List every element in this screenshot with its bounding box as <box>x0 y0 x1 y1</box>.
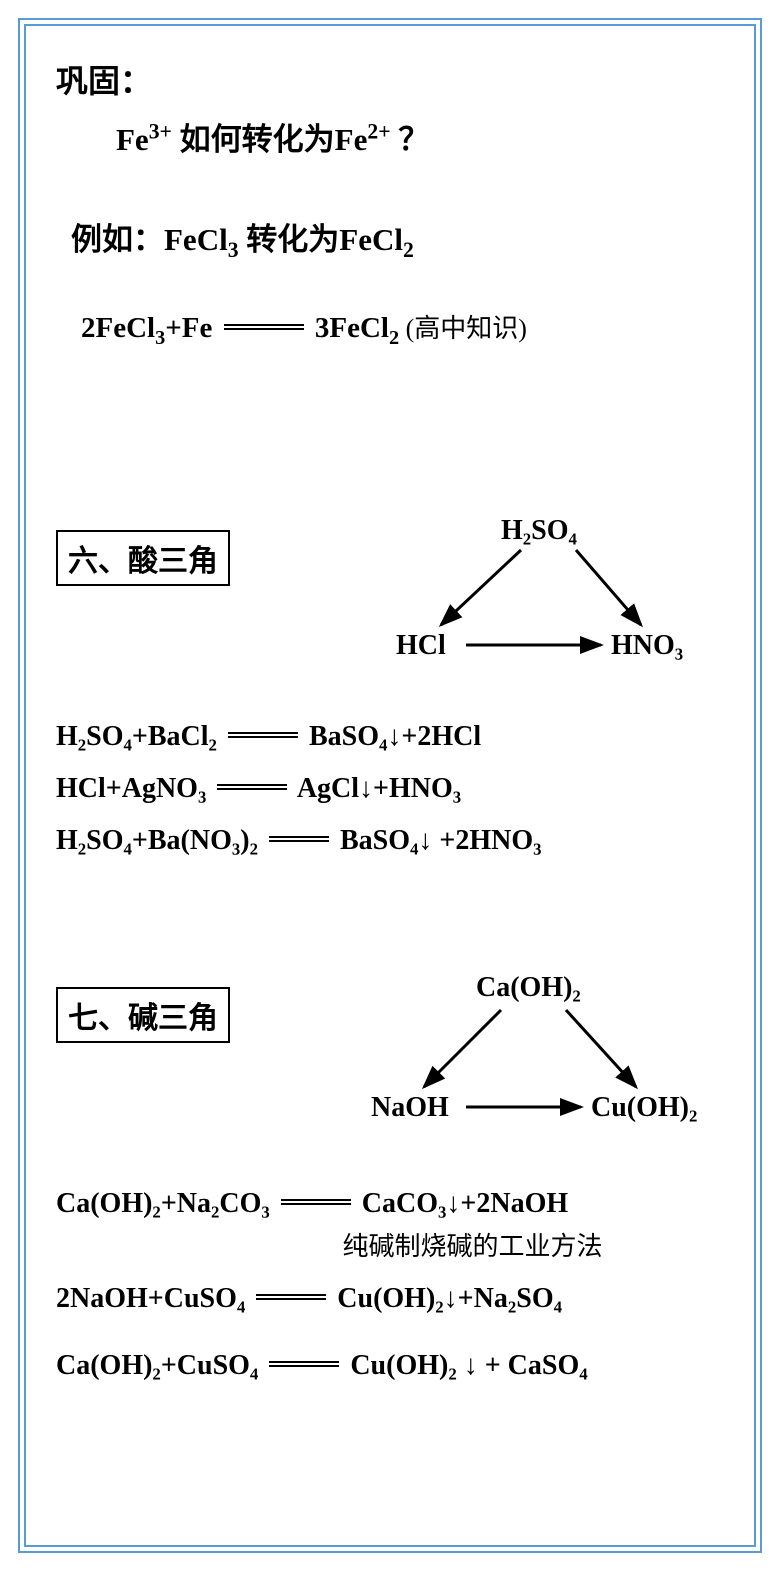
eq-7-3-rhs: Cu(OH)₂ ↓ + CaSO₄ <box>350 1350 587 1381</box>
equals-line <box>281 1199 351 1205</box>
eq-7-1-caption: 纯碱制烧碱的工业方法 <box>221 1226 724 1263</box>
section-7: 七、碱三角 Ca(OH)₂ NaOH Cu(OH)₂ <box>56 987 724 1382</box>
eq-7-1-lhs: Ca(OH)₂+Na₂CO₃ <box>56 1188 270 1219</box>
eq-note: (高中知识) <box>399 314 527 343</box>
question-sup1: 3+ <box>149 120 172 144</box>
inner-border: 巩固： Fe3+ 如何转化为Fe2+ ？ 例如：FeCl3 转化为FeCl2 2… <box>24 24 756 1547</box>
outer-border: 巩固： Fe3+ 如何转化为Fe2+ ？ 例如：FeCl3 转化为FeCl2 2… <box>18 18 762 1553</box>
eq-lhs-a: 2FeCl <box>81 312 155 344</box>
triangle-arrows <box>376 515 706 675</box>
example-sub1: 3 <box>228 238 239 262</box>
eq-6-3-rhs: BaSO₄↓ +2HNO₃ <box>340 825 542 856</box>
base-triangle-diagram: Ca(OH)₂ NaOH Cu(OH)₂ <box>356 972 726 1132</box>
eq-7-3: Ca(OH)₂+CuSO₄ Cu(OH)₂ ↓ + CaSO₄ <box>56 1350 724 1382</box>
example-sub2: 2 <box>403 238 414 262</box>
main-equation: 2FeCl3+Fe 3FeCl2 (高中知识) <box>81 308 724 350</box>
equals-line <box>217 784 287 790</box>
question-prefix: Fe <box>116 122 149 157</box>
eq-7-2-lhs: 2NaOH+CuSO₄ <box>56 1283 245 1314</box>
section7-title: 七、碱三角 <box>56 987 230 1043</box>
section6-title: 六、酸三角 <box>56 530 230 586</box>
eq-6-1-rhs: BaSO₄↓+2HCl <box>309 721 481 752</box>
question-sup2: 2+ <box>367 120 390 144</box>
eq-7-2: 2NaOH+CuSO₄ Cu(OH)₂↓+Na₂SO₄ <box>56 1283 724 1315</box>
equals-line <box>269 1361 339 1367</box>
triangle-arrows <box>356 972 726 1137</box>
example-line: 例如：FeCl3 转化为FeCl2 <box>71 214 724 263</box>
section-heading: 巩固： <box>56 56 724 102</box>
eq-6-2-lhs: HCl+AgNO₃ <box>56 773 206 804</box>
eq-rhs-a-sub: 2 <box>389 327 399 349</box>
question-line: Fe3+ 如何转化为Fe2+ ？ <box>116 114 724 159</box>
eq-6-1: H₂SO₄+BaCl₂ BaSO₄↓+2HCl <box>56 721 724 753</box>
section-6: 六、酸三角 H₂SO₄ HCl HNO₃ <box>56 530 724 857</box>
example-mid: 转化为FeCl <box>239 222 403 257</box>
equals-line <box>269 836 329 842</box>
equals-line <box>256 1294 326 1300</box>
eq-7-1-rhs: CaCO₃↓+2NaOH <box>362 1188 568 1219</box>
eq-rhs-a: 3FeCl <box>315 312 389 344</box>
section7-equations: Ca(OH)₂+Na₂CO₃ CaCO₃↓+2NaOH 纯碱制烧碱的工业方法 2… <box>56 1188 724 1382</box>
eq-6-3-lhs: H₂SO₄+Ba(NO₃)₂ <box>56 825 258 856</box>
eq-7-2-rhs: Cu(OH)₂↓+Na₂SO₄ <box>337 1283 562 1314</box>
eq-6-2: HCl+AgNO₃ AgCl↓+HNO₃ <box>56 773 724 805</box>
eq-6-2-rhs: AgCl↓+HNO₃ <box>297 773 461 804</box>
eq-lhs-b: +Fe <box>165 312 212 344</box>
equals-line <box>228 732 298 738</box>
section6-equations: H₂SO₄+BaCl₂ BaSO₄↓+2HCl HCl+AgNO₃ AgCl↓+… <box>56 721 724 857</box>
example-label: 例如：FeCl <box>71 222 228 257</box>
eq-7-1: Ca(OH)₂+Na₂CO₃ CaCO₃↓+2NaOH <box>56 1188 724 1220</box>
eq-lhs-a-sub: 3 <box>155 327 165 349</box>
eq-6-1-lhs: H₂SO₄+BaCl₂ <box>56 721 217 752</box>
equals-line <box>224 324 304 330</box>
eq-7-3-lhs: Ca(OH)₂+CuSO₄ <box>56 1350 258 1381</box>
eq-6-3: H₂SO₄+Ba(NO₃)₂ BaSO₄↓ +2HNO₃ <box>56 825 724 857</box>
acid-triangle-diagram: H₂SO₄ HCl HNO₃ <box>376 515 706 665</box>
question-mid: 如何转化为Fe <box>172 122 367 157</box>
question-end: ？ <box>391 122 430 157</box>
page: 巩固： Fe3+ 如何转化为Fe2+ ？ 例如：FeCl3 转化为FeCl2 2… <box>0 0 780 1571</box>
